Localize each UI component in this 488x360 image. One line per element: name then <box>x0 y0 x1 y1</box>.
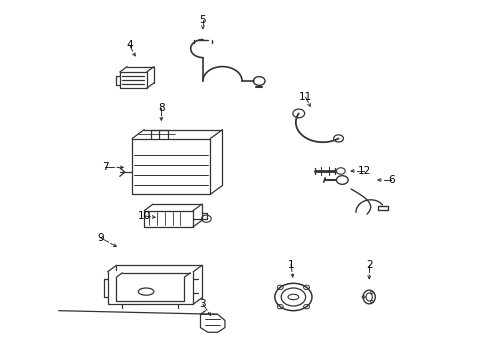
Text: 4: 4 <box>126 40 133 50</box>
Text: 8: 8 <box>158 103 164 113</box>
Text: 3: 3 <box>199 299 206 309</box>
Text: 5: 5 <box>199 15 206 25</box>
Text: 10: 10 <box>138 211 150 221</box>
Text: 1: 1 <box>287 260 294 270</box>
Bar <box>377 206 387 210</box>
Text: 2: 2 <box>365 260 372 270</box>
Text: 7: 7 <box>102 162 108 172</box>
Text: 9: 9 <box>97 233 103 243</box>
Text: 6: 6 <box>387 175 394 185</box>
Text: 12: 12 <box>357 166 370 176</box>
Text: 11: 11 <box>298 92 312 102</box>
